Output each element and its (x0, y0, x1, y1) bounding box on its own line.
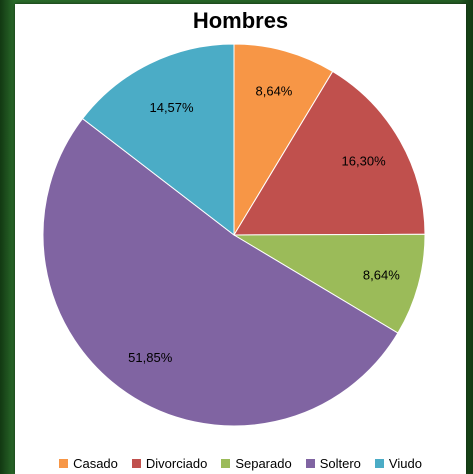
legend-item-divorciado: Divorciado (131, 456, 208, 471)
legend-swatch (305, 459, 315, 468)
legend-swatch (59, 459, 69, 468)
pie-slice-divorciado (233, 70, 426, 236)
legend: Casado Divorciado Separado Soltero Viudo (15, 456, 466, 471)
legend-swatch (131, 459, 141, 468)
pie-slice-casado (233, 43, 334, 237)
slice-label-soltero: 51,85% (128, 350, 173, 365)
slice-label-separado: 8,64% (363, 267, 400, 282)
legend-item-casado: Casado (59, 456, 118, 471)
slice-label-divorciado: 16,30% (342, 154, 387, 169)
legend-item-separado: Separado (221, 456, 292, 471)
legend-label: Divorciado (145, 456, 208, 471)
pie-slice-soltero (42, 117, 399, 427)
legend-label: Viudo (388, 456, 422, 471)
legend-swatch (221, 459, 231, 468)
legend-swatch (374, 459, 384, 468)
pie-slice-separado (232, 233, 426, 334)
legend-item-soltero: Soltero (305, 456, 361, 471)
pie-slice-viudo (81, 43, 235, 237)
legend-label: Soltero (319, 456, 361, 471)
pie-chart: 8,64% 16,30% 8,64% 51,85% 14,57% (42, 43, 426, 427)
chart-title: Hombres (192, 8, 289, 33)
legend-label: Casado (73, 456, 118, 471)
legend-label: Separado (235, 456, 292, 471)
slice-label-casado: 8,64% (256, 83, 293, 98)
legend-item-viudo: Viudo (374, 456, 422, 471)
chart-card: Hombres 8,64% 16,30% 8,64% 51,85% 14,57% Cas… (15, 4, 466, 474)
slice-label-viudo: 14,57% (149, 100, 194, 115)
